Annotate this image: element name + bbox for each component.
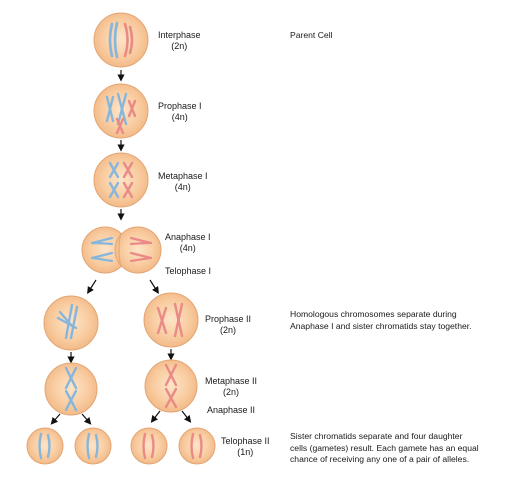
homologous-note-line-1: Homologous chromosomes separate during [290, 309, 457, 319]
interphase-chromosomes [108, 21, 134, 59]
label-telophase2: Telophase II (1n) [221, 436, 270, 458]
label-anaphase1-name: Anaphase I [165, 232, 211, 242]
label-prophase1: Prophase I (4n) [158, 101, 202, 123]
metaphase2-left-chromosomes [64, 366, 78, 412]
gamete-cell-2 [74, 427, 112, 465]
homologous-note-line-2: Anaphase I and sister chromatids stay to… [290, 320, 472, 331]
label-interphase-ploidy: (2n) [171, 41, 188, 51]
label-interphase: Interphase (2n) [158, 30, 201, 52]
arrow-metaphase2-right-b [181, 410, 192, 423]
label-prophase2: Prophase II (2n) [205, 314, 251, 336]
label-metaphase2-ploidy: (2n) [223, 387, 240, 397]
sister-note-line-1: Sister chromatids separate and four daug… [290, 431, 463, 441]
anaphase1-chromosomes [90, 236, 153, 263]
arrow-metaphase2-right-a [150, 410, 161, 423]
metaphase2-right-chromosomes [164, 363, 178, 409]
metaphase2-left-cell [44, 362, 98, 416]
label-metaphase2-name: Metaphase II [205, 376, 258, 386]
arrow-metaphase2-left-a [50, 413, 61, 425]
label-metaphase1-ploidy: (4n) [174, 182, 191, 192]
sister-chromatids-note: Sister chromatids separate and four daug… [290, 431, 479, 466]
metaphase2-right-cell [144, 359, 198, 413]
prophase2-left-cell [43, 295, 99, 351]
label-interphase-name: Interphase [158, 30, 201, 40]
label-anaphase1-ploidy: (4n) [179, 243, 196, 253]
sister-note-line-3: chance of receiving any one of a pair of… [290, 454, 470, 464]
metaphase1-cell [93, 152, 149, 208]
gamete-cell-4 [178, 427, 216, 465]
arrow-metaphase2-left-b [81, 413, 92, 425]
sister-note-line-2: cells (gametes) result. Each gamete has … [290, 442, 479, 453]
prophase2-left-chromosomes [56, 303, 79, 340]
parent-cell-note: Parent Cell [290, 30, 333, 40]
label-metaphase2: Metaphase II (2n) [205, 376, 257, 398]
prophase1-cell [93, 83, 149, 139]
label-anaphase1: Anaphase I (4n) [165, 232, 211, 254]
label-prophase2-ploidy: (2n) [220, 325, 237, 335]
anaphase1-cell [81, 226, 162, 274]
prophase2-right-cell [143, 292, 199, 348]
label-prophase2-name: Prophase II [205, 314, 252, 324]
gamete-cell-1 [26, 427, 64, 465]
arrow-telophase1-right [149, 279, 159, 295]
label-telophase2-ploidy: (1n) [237, 447, 254, 457]
prophase1-chromosomes [105, 92, 137, 135]
homologous-note: Homologous chromosomes separate during A… [290, 309, 472, 332]
prophase2-right-chromosomes [156, 302, 184, 338]
label-metaphase1-name: Metaphase I [158, 171, 208, 181]
gamete-cell-3 [130, 427, 168, 465]
arrow-telophase1-left [87, 279, 97, 295]
interphase-cell [93, 12, 149, 68]
metaphase1-chromosomes [108, 161, 134, 199]
label-prophase1-ploidy: (4n) [171, 112, 188, 122]
label-anaphase2: Anaphase II [207, 405, 256, 415]
label-prophase1-name: Prophase I [158, 101, 202, 111]
label-telophase1: Telophase I [165, 266, 212, 276]
label-metaphase1: Metaphase I (4n) [158, 171, 208, 193]
label-telophase2-name: Telophase II [221, 436, 270, 446]
